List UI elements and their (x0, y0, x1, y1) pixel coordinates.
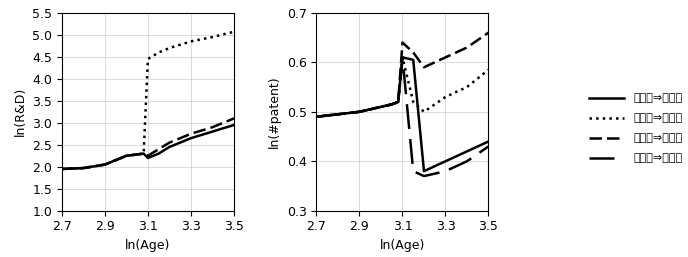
Y-axis label: ln(R&D): ln(R&D) (14, 87, 27, 136)
Legend: 同業種⇒同業種, 同業種⇒異業種, 異業種⇒同業種, 異業種⇒異業種: 同業種⇒同業種, 同業種⇒異業種, 異業種⇒同業種, 異業種⇒異業種 (589, 94, 682, 163)
X-axis label: ln(Age): ln(Age) (380, 239, 425, 252)
X-axis label: ln(Age): ln(Age) (125, 239, 171, 252)
Y-axis label: ln(#patent): ln(#patent) (268, 76, 281, 148)
